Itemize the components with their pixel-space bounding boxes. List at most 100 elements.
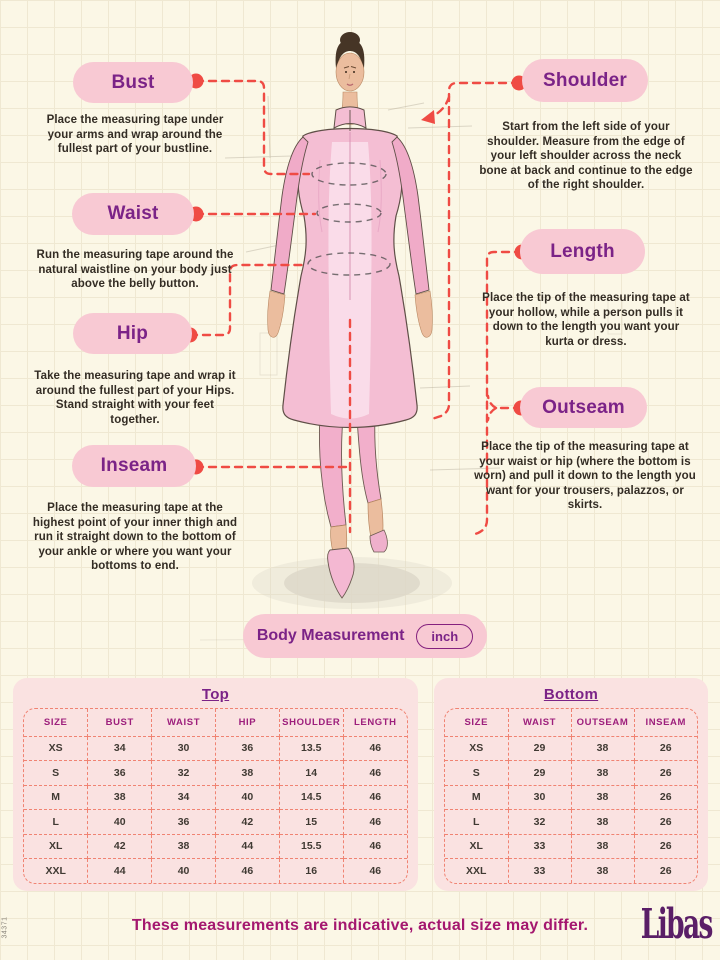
table-cell: XL bbox=[445, 833, 508, 859]
table-cell: 26 bbox=[633, 760, 697, 785]
table-cell: 36 bbox=[214, 735, 280, 761]
table-cell: S bbox=[24, 760, 88, 785]
bottom-size-table-wrap: SIZE WAIST OUTSEAM INSEAM XS 29 38 26 S 29 38 26 M 30… bbox=[444, 708, 698, 884]
column-header: SIZE bbox=[464, 716, 488, 728]
side-code: 34371 bbox=[1, 916, 9, 939]
bust-description: Place the measuring tape under your arms… bbox=[46, 114, 224, 155]
outseam-label-pill: Outseam bbox=[520, 387, 647, 428]
top-size-panel: Top SIZE BUST WAIST HIP SHOULDER LENGTH XS 34 30… bbox=[13, 678, 418, 891]
table-cell: 38 bbox=[87, 784, 152, 810]
table-cell: 32 bbox=[151, 760, 216, 785]
table-cell: 36 bbox=[151, 809, 216, 834]
table-cell: 38 bbox=[570, 833, 634, 859]
column-header: LENGTH bbox=[342, 709, 407, 736]
length-description: Place the tip of the measuring tape at y… bbox=[482, 292, 690, 348]
column-header: WAIST bbox=[151, 709, 216, 736]
hip-description: Take the measuring tape and wrap it arou… bbox=[34, 370, 236, 426]
table-cell: 40 bbox=[214, 784, 280, 810]
top-table-title: Top bbox=[201, 686, 230, 703]
shoulder-description: Start from the left side of your shoulde… bbox=[479, 121, 693, 191]
table-cell: XXL bbox=[445, 858, 508, 883]
table-row: XXL 33 38 26 bbox=[445, 858, 697, 883]
waist-label: Waist bbox=[107, 203, 159, 224]
table-cell: 46 bbox=[342, 858, 407, 883]
shoulder-label: Shoulder bbox=[543, 69, 627, 91]
table-cell: 36 bbox=[87, 760, 152, 785]
column-header: BUST bbox=[87, 709, 152, 736]
length-label: Length bbox=[550, 240, 615, 262]
table-cell: 46 bbox=[342, 809, 407, 834]
table-cell: 26 bbox=[633, 809, 697, 834]
length-label-pill: Length bbox=[520, 229, 645, 274]
column-header: OUTSEAM bbox=[570, 709, 634, 736]
column-header: SHOULDER bbox=[278, 709, 344, 736]
table-cell: 46 bbox=[342, 784, 407, 810]
table-cell: 38 bbox=[151, 833, 216, 859]
floor-shadow-core bbox=[284, 563, 420, 603]
table-row: M 30 38 26 bbox=[445, 784, 697, 810]
table-row: XL 42 38 44 15.5 46 bbox=[24, 833, 407, 859]
table-cell: 14.5 bbox=[278, 784, 344, 810]
table-cell: XS bbox=[445, 735, 508, 761]
table-cell: 42 bbox=[87, 833, 152, 859]
unit-toggle-inch[interactable]: inch bbox=[416, 623, 474, 649]
table-cell: 26 bbox=[633, 833, 697, 859]
column-header: SIZE bbox=[43, 716, 68, 728]
table-cell: XL bbox=[24, 833, 88, 859]
table-cell: 26 bbox=[633, 735, 697, 761]
table-cell: XXL bbox=[24, 858, 88, 883]
table-cell: 38 bbox=[570, 735, 634, 761]
table-row: L 40 36 42 15 46 bbox=[24, 809, 407, 834]
table-cell: M bbox=[24, 784, 88, 810]
table-row: S 29 38 26 bbox=[445, 760, 697, 785]
table-cell: 34 bbox=[151, 784, 216, 810]
table-cell: L bbox=[24, 809, 88, 834]
table-cell: M bbox=[445, 784, 508, 810]
column-header: WAIST bbox=[507, 709, 571, 736]
measurement-ellipses bbox=[307, 162, 391, 276]
table-cell: 15 bbox=[278, 809, 344, 834]
table-cell: 46 bbox=[342, 735, 407, 761]
table-cell: 40 bbox=[87, 809, 152, 834]
header-row: SIZE WAIST OUTSEAM INSEAM bbox=[445, 709, 697, 736]
column-header: HIP bbox=[214, 709, 280, 736]
table-cell: 40 bbox=[151, 858, 216, 883]
table-cell: 34 bbox=[87, 735, 152, 761]
top-size-table: SIZE BUST WAIST HIP SHOULDER LENGTH XS 34 30 36 13… bbox=[24, 709, 407, 883]
table-cell: 13.5 bbox=[278, 735, 344, 761]
column-header: INSEAM bbox=[633, 709, 697, 736]
body-measurement-label: Body Measurement bbox=[256, 627, 405, 644]
table-cell: 38 bbox=[570, 784, 634, 810]
table-row: XXL 44 40 46 16 46 bbox=[24, 858, 407, 883]
table-cell: 15.5 bbox=[278, 833, 344, 859]
table-row: XS 34 30 36 13.5 46 bbox=[24, 735, 407, 761]
bust-label: Bust bbox=[111, 71, 155, 93]
hip-label-pill: Hip bbox=[73, 313, 192, 354]
table-cell: L bbox=[445, 809, 508, 834]
table-row: M 38 34 40 14.5 46 bbox=[24, 784, 407, 810]
table-cell: 42 bbox=[214, 809, 280, 834]
table-row: L 32 38 26 bbox=[445, 809, 697, 834]
table-cell: 16 bbox=[278, 858, 344, 883]
hip-label: Hip bbox=[116, 322, 149, 344]
table-row: XS 29 38 26 bbox=[445, 735, 697, 761]
table-row: S 36 32 38 14 46 bbox=[24, 760, 407, 785]
brand-logo: Libas bbox=[640, 899, 714, 948]
shoulder-label-pill: Shoulder bbox=[522, 59, 648, 102]
table-cell: 14 bbox=[278, 760, 344, 785]
table-cell: XS bbox=[24, 735, 88, 761]
table-cell: 30 bbox=[507, 784, 571, 810]
table-cell: 38 bbox=[570, 809, 634, 834]
fashion-model bbox=[267, 32, 433, 599]
table-cell: 46 bbox=[342, 833, 407, 859]
header-row: SIZE BUST WAIST HIP SHOULDER LENGTH bbox=[24, 709, 407, 736]
table-cell: 38 bbox=[570, 760, 634, 785]
bottom-table-title: Bottom bbox=[543, 686, 599, 703]
bust-label-pill: Bust bbox=[73, 62, 193, 103]
table-cell: 30 bbox=[151, 735, 216, 761]
table-cell: 33 bbox=[507, 833, 571, 859]
waist-label-pill: Waist bbox=[72, 193, 194, 235]
table-row: XL 33 38 26 bbox=[445, 833, 697, 859]
